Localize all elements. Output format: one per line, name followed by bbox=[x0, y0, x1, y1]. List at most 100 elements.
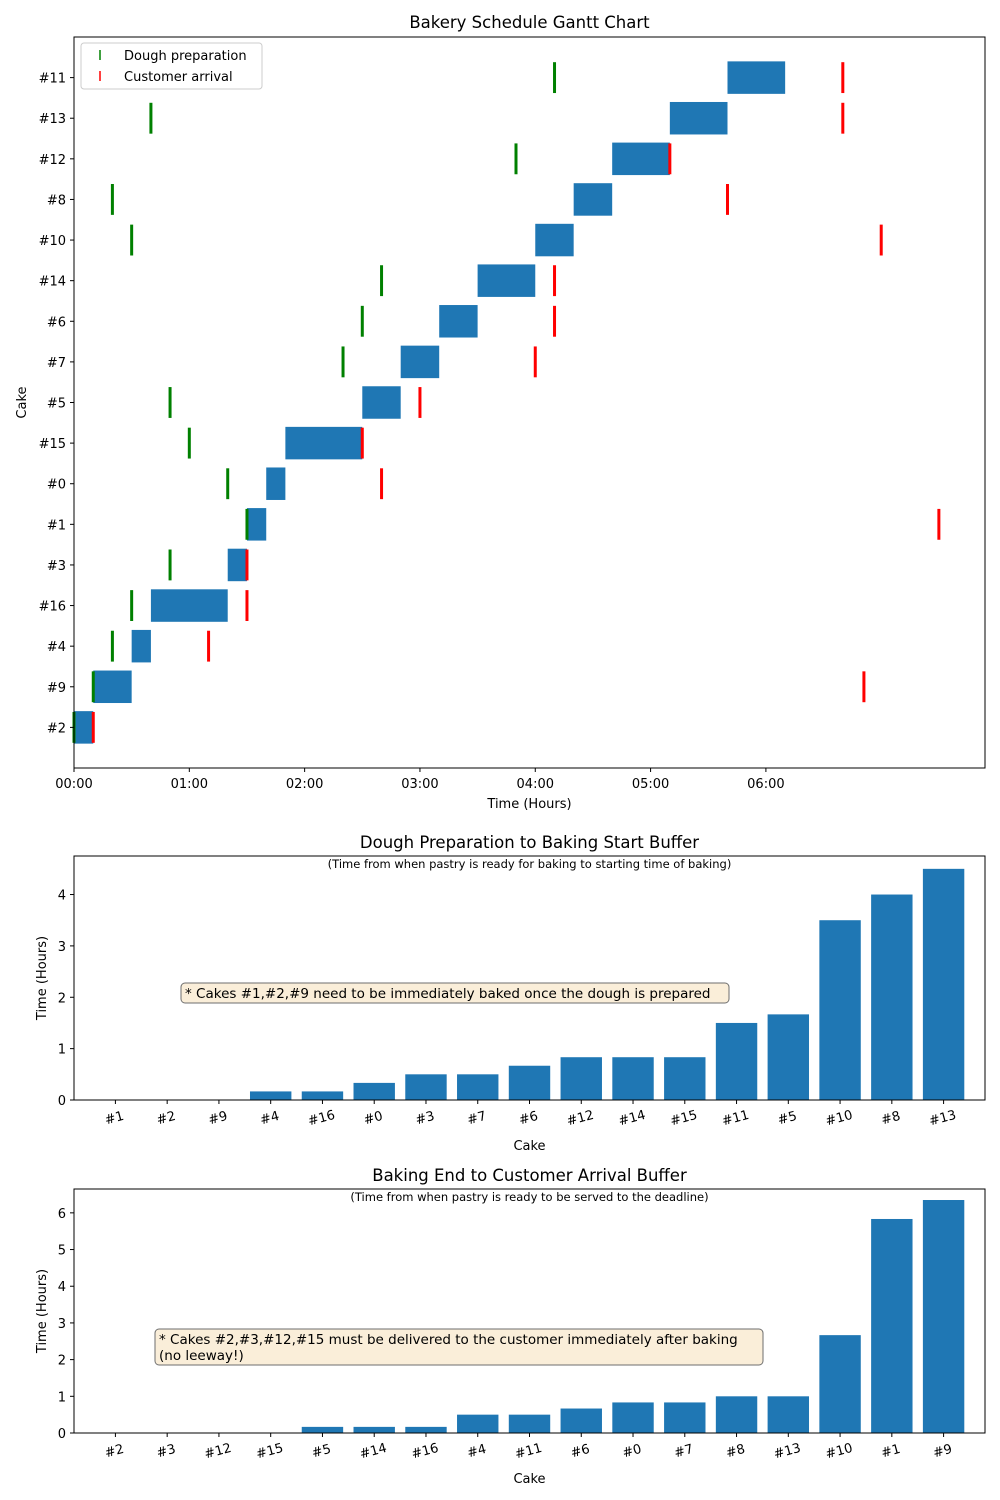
legend-label-arrival: Customer arrival bbox=[124, 70, 233, 85]
x-tick-label: 04:00 bbox=[517, 777, 554, 792]
annotation: * Cakes #2,#3,#12,#15 must be delivered … bbox=[154, 1328, 764, 1366]
y-tick-label: 2 bbox=[58, 991, 66, 1006]
bar-cake-1 bbox=[871, 1218, 913, 1433]
annotation-text: * Cakes #2,#3,#12,#15 must be delivered … bbox=[159, 1332, 738, 1348]
y-tick-label: 0 bbox=[58, 1427, 66, 1442]
y-tick-label: #11 bbox=[39, 72, 66, 87]
y-tick-label: #3 bbox=[47, 559, 66, 574]
bar-cake-6 bbox=[560, 1408, 602, 1433]
chart-subtitle: (Time from when pastry is ready to be se… bbox=[350, 1190, 708, 1204]
buffer-chart-1: #1 #2 #9 #4 #16 #0 #3 #7 #6 #12 #14 #15 #11 #5 #10 #8 #1… bbox=[35, 833, 986, 1154]
gantt-bar-cake-16 bbox=[150, 589, 228, 622]
bar-cake-13 bbox=[922, 868, 965, 1100]
x-tick-label: #15 bbox=[255, 1441, 285, 1463]
y-tick-label: #12 bbox=[39, 153, 66, 168]
gantt-bar-cake-9 bbox=[93, 670, 132, 704]
x-tick-label: 02:00 bbox=[286, 777, 323, 792]
y-tick-label: 3 bbox=[58, 1317, 66, 1332]
x-tick-label: #4 bbox=[466, 1442, 488, 1461]
x-tick-label: #10 bbox=[824, 1441, 854, 1463]
y-tick-label: 4 bbox=[58, 1280, 66, 1295]
bar-cake-14 bbox=[353, 1426, 395, 1433]
bar-cake-3 bbox=[405, 1074, 447, 1100]
bar-cake-7 bbox=[457, 1074, 499, 1100]
x-tick-label: #5 bbox=[776, 1109, 798, 1128]
gantt-bar-cake-1 bbox=[246, 508, 267, 541]
bar-cake-10 bbox=[819, 920, 861, 1100]
y-tick-label: #15 bbox=[39, 437, 66, 452]
y-tick-label: #14 bbox=[39, 275, 66, 290]
x-tick-label: #9 bbox=[931, 1442, 953, 1461]
x-tick-label: #2 bbox=[103, 1442, 125, 1461]
bar-cake-10 bbox=[819, 1335, 861, 1433]
bar-cake-0 bbox=[353, 1082, 395, 1100]
y-axis-label: Time (Hours) bbox=[35, 936, 50, 1021]
y-tick-label: #5 bbox=[47, 397, 66, 412]
x-tick-label: 05:00 bbox=[632, 777, 669, 792]
x-tick-label: 00:00 bbox=[55, 777, 92, 792]
chart-title: Dough Preparation to Baking Start Buffer bbox=[360, 833, 699, 852]
gantt-bar-cake-10 bbox=[535, 223, 574, 257]
bar-cake-11 bbox=[715, 1022, 758, 1100]
y-tick-label: #13 bbox=[39, 112, 66, 127]
bar-cake-9 bbox=[922, 1200, 965, 1433]
x-tick-label: #14 bbox=[358, 1441, 388, 1463]
gantt-bar-cake-4 bbox=[131, 629, 151, 663]
annotation: * Cakes #1,#2,#9 need to be immediately … bbox=[180, 982, 730, 1004]
x-tick-label: #10 bbox=[824, 1108, 854, 1130]
y-tick-label: 2 bbox=[58, 1354, 66, 1369]
x-tick-label: #8 bbox=[880, 1109, 902, 1128]
bar-cake-6 bbox=[508, 1065, 551, 1100]
gantt-bar-cake-15 bbox=[285, 426, 363, 460]
gantt-bar-cake-7 bbox=[400, 345, 440, 379]
x-tick-label: #5 bbox=[310, 1442, 332, 1461]
gantt-bar-cake-11 bbox=[727, 61, 786, 94]
x-axis-label: Cake bbox=[513, 1139, 545, 1154]
x-tick-label: #1 bbox=[880, 1442, 902, 1461]
x-tick-label: #3 bbox=[155, 1442, 177, 1461]
annotation-text: (no leeway!) bbox=[159, 1348, 244, 1364]
y-tick-label: #0 bbox=[47, 478, 66, 493]
bar-cake-7 bbox=[664, 1402, 706, 1433]
x-tick-label: #13 bbox=[927, 1108, 957, 1130]
y-tick-label: 1 bbox=[58, 1043, 66, 1058]
bar-frame bbox=[73, 1188, 986, 1434]
y-tick-label: #2 bbox=[47, 721, 66, 736]
bar-cake-12 bbox=[560, 1057, 602, 1100]
bar-cake-15 bbox=[664, 1057, 706, 1100]
legend: Dough preparation Customer arrival bbox=[80, 42, 263, 90]
gantt-bar-cake-13 bbox=[669, 101, 728, 135]
y-tick-label: 1 bbox=[58, 1390, 66, 1405]
y-tick-label: 3 bbox=[58, 940, 66, 955]
bar-cake-11 bbox=[508, 1414, 551, 1433]
x-tick-label: #2 bbox=[155, 1109, 177, 1128]
bar-cake-16 bbox=[301, 1091, 344, 1100]
y-tick-label: #9 bbox=[47, 681, 66, 696]
gantt-bar-cake-0 bbox=[266, 467, 286, 500]
x-tick-label: #16 bbox=[306, 1108, 336, 1130]
x-tick-label: #1 bbox=[103, 1109, 125, 1128]
x-tick-label: 06:00 bbox=[747, 777, 784, 792]
annotation-box bbox=[180, 982, 730, 1004]
bar-cake-0 bbox=[612, 1402, 654, 1433]
x-tick-label: #7 bbox=[673, 1442, 695, 1461]
y-tick-label: #6 bbox=[47, 315, 66, 330]
y-tick-label: #8 bbox=[47, 193, 66, 208]
bar-cake-4 bbox=[249, 1091, 292, 1100]
chart-title: Baking End to Customer Arrival Buffer bbox=[372, 1166, 687, 1185]
x-tick-label: #15 bbox=[669, 1108, 699, 1130]
y-tick-label: 6 bbox=[58, 1207, 66, 1222]
chart-title: Bakery Schedule Gantt Chart bbox=[409, 13, 650, 32]
y-tick-label: #7 bbox=[47, 356, 66, 371]
x-tick-label: #12 bbox=[203, 1441, 233, 1463]
x-tick-label: #14 bbox=[617, 1108, 647, 1130]
bar-cake-13 bbox=[767, 1396, 810, 1433]
gantt-bar-cake-2 bbox=[74, 711, 94, 744]
y-tick-label: #4 bbox=[47, 640, 66, 655]
buffer-chart-2: #2 #3 #12 #15 #5 #14 #16 #4 #11 #6 #0 #7 #8 #13 #10 #1 #… bbox=[35, 1166, 986, 1487]
chart-subtitle: (Time from when pastry is ready for baki… bbox=[328, 857, 732, 871]
x-tick-label: #0 bbox=[621, 1442, 643, 1461]
x-axis-label: Time (Hours) bbox=[486, 797, 571, 812]
x-tick-label: #12 bbox=[565, 1108, 595, 1130]
